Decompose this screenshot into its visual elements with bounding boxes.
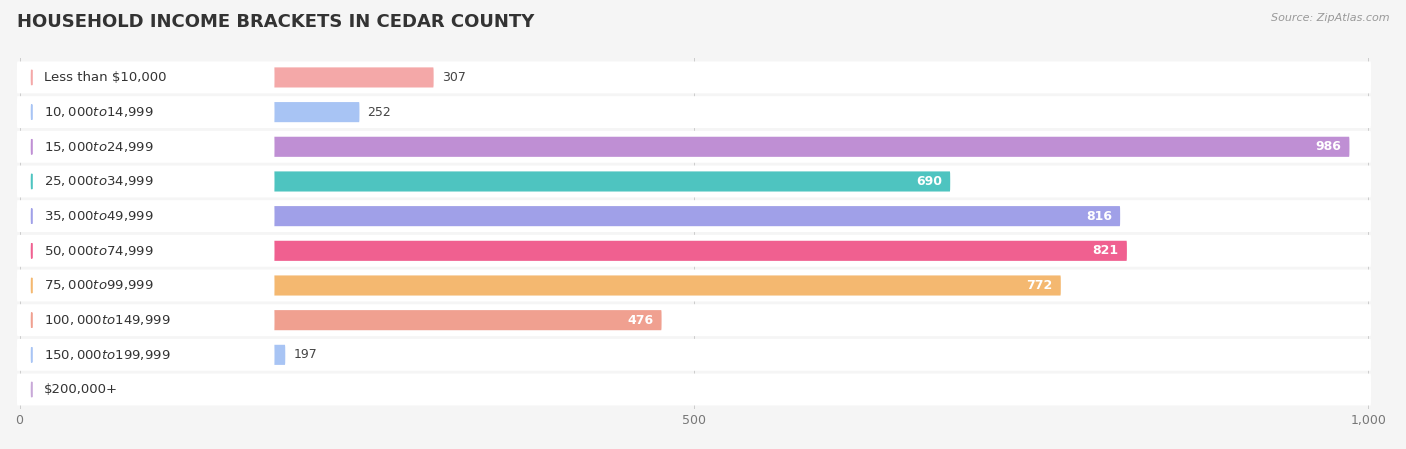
FancyBboxPatch shape: [17, 62, 1371, 93]
Text: $35,000 to $49,999: $35,000 to $49,999: [44, 209, 153, 223]
Text: 476: 476: [627, 314, 654, 327]
FancyBboxPatch shape: [17, 200, 1371, 232]
Text: 153: 153: [233, 383, 257, 396]
Text: 307: 307: [441, 71, 465, 84]
FancyBboxPatch shape: [17, 96, 1371, 128]
FancyBboxPatch shape: [18, 99, 274, 125]
FancyBboxPatch shape: [20, 241, 1126, 261]
FancyBboxPatch shape: [18, 272, 274, 299]
Text: 821: 821: [1092, 244, 1119, 257]
FancyBboxPatch shape: [20, 137, 1350, 157]
Text: 986: 986: [1316, 140, 1341, 153]
Text: $200,000+: $200,000+: [44, 383, 118, 396]
FancyBboxPatch shape: [17, 131, 1371, 163]
Text: $150,000 to $199,999: $150,000 to $199,999: [44, 348, 170, 362]
FancyBboxPatch shape: [20, 102, 360, 122]
Text: 690: 690: [917, 175, 942, 188]
Text: 816: 816: [1085, 210, 1112, 223]
FancyBboxPatch shape: [20, 310, 662, 330]
FancyBboxPatch shape: [18, 168, 274, 195]
FancyBboxPatch shape: [20, 67, 433, 88]
Text: $10,000 to $14,999: $10,000 to $14,999: [44, 105, 153, 119]
FancyBboxPatch shape: [20, 345, 285, 365]
FancyBboxPatch shape: [18, 238, 274, 264]
FancyBboxPatch shape: [17, 235, 1371, 267]
FancyBboxPatch shape: [17, 304, 1371, 336]
FancyBboxPatch shape: [18, 64, 274, 91]
FancyBboxPatch shape: [18, 342, 274, 368]
FancyBboxPatch shape: [17, 269, 1371, 301]
Text: 197: 197: [294, 348, 318, 361]
Text: $100,000 to $149,999: $100,000 to $149,999: [44, 313, 170, 327]
Text: $75,000 to $99,999: $75,000 to $99,999: [44, 278, 153, 292]
FancyBboxPatch shape: [17, 374, 1371, 405]
Text: 772: 772: [1026, 279, 1053, 292]
FancyBboxPatch shape: [18, 376, 274, 403]
FancyBboxPatch shape: [20, 172, 950, 192]
Text: Less than $10,000: Less than $10,000: [44, 71, 166, 84]
FancyBboxPatch shape: [18, 134, 274, 160]
FancyBboxPatch shape: [20, 379, 226, 400]
Text: $50,000 to $74,999: $50,000 to $74,999: [44, 244, 153, 258]
FancyBboxPatch shape: [18, 307, 274, 333]
FancyBboxPatch shape: [17, 166, 1371, 198]
Text: HOUSEHOLD INCOME BRACKETS IN CEDAR COUNTY: HOUSEHOLD INCOME BRACKETS IN CEDAR COUNT…: [17, 13, 534, 31]
FancyBboxPatch shape: [18, 203, 274, 229]
FancyBboxPatch shape: [20, 275, 1060, 295]
Text: $15,000 to $24,999: $15,000 to $24,999: [44, 140, 153, 154]
Text: 252: 252: [367, 106, 391, 119]
FancyBboxPatch shape: [17, 339, 1371, 371]
Text: $25,000 to $34,999: $25,000 to $34,999: [44, 175, 153, 189]
Text: Source: ZipAtlas.com: Source: ZipAtlas.com: [1271, 13, 1389, 23]
FancyBboxPatch shape: [20, 206, 1121, 226]
